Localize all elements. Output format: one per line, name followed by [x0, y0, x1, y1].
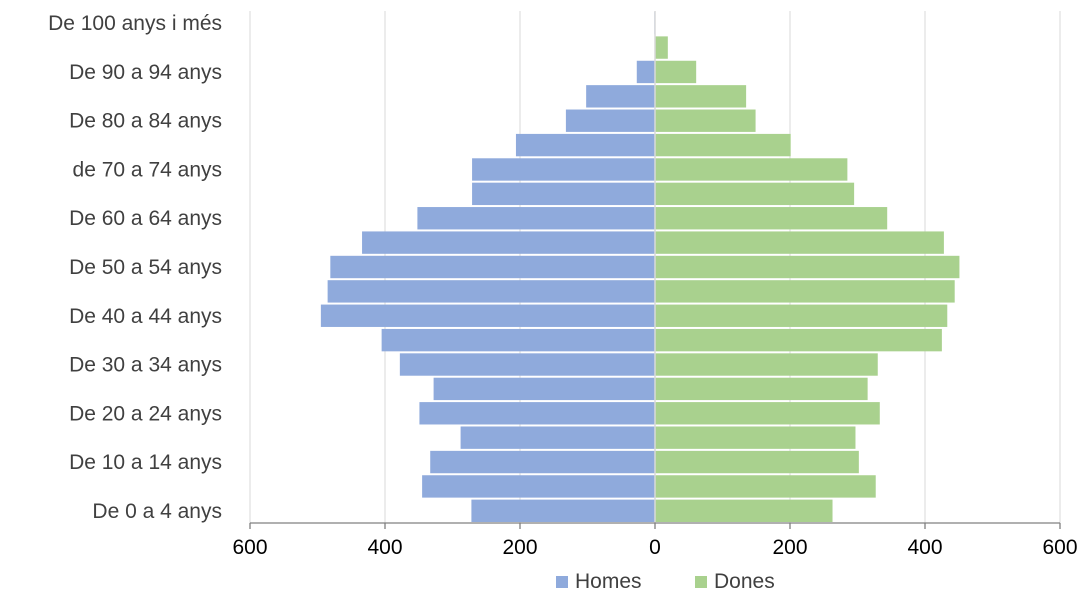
x-tick-label: 0 [649, 536, 661, 559]
bar-dones [655, 499, 833, 522]
bar-homes [472, 182, 655, 206]
bar-homes [417, 207, 655, 230]
bar-homes [515, 133, 655, 157]
x-tick-label: 200 [772, 536, 807, 559]
bar-dones [655, 207, 888, 230]
bar-homes [419, 402, 655, 425]
bar-homes [327, 280, 655, 303]
bars [320, 12, 960, 522]
bar-dones [655, 109, 756, 132]
y-tick-label: De 40 a 44 anys [69, 305, 222, 328]
bar-dones [655, 60, 697, 84]
legend-swatch-dones [695, 576, 707, 588]
y-tick-label: De 60 a 64 anys [69, 207, 222, 230]
bar-dones [655, 377, 868, 401]
bar-dones [655, 328, 942, 352]
bar-homes [586, 85, 655, 108]
bar-dones [655, 426, 856, 449]
bar-dones [655, 402, 880, 425]
bar-dones [655, 133, 791, 157]
y-tick-label: de 70 a 74 anys [73, 158, 222, 181]
bar-dones [655, 280, 955, 303]
x-tick-label: 600 [1042, 536, 1077, 559]
x-tick-label: 400 [907, 536, 942, 559]
bar-homes [320, 304, 655, 327]
y-tick-label: De 0 a 4 anys [92, 500, 222, 523]
bar-homes [362, 231, 655, 254]
bar-homes [330, 255, 655, 279]
x-tick-label: 600 [232, 536, 267, 559]
legend: Homes Dones [556, 570, 775, 593]
axes [249, 11, 1061, 529]
bar-homes [430, 450, 655, 474]
bar-homes [381, 328, 655, 352]
bar-dones [655, 475, 876, 498]
y-tick-label: De 20 a 24 anys [69, 402, 222, 425]
y-tick-label: De 100 anys i més [48, 12, 222, 35]
x-tick-label: 400 [367, 536, 402, 559]
bar-dones [655, 255, 960, 279]
bar-homes [471, 499, 655, 522]
bar-dones [655, 231, 944, 254]
y-tick-label: De 50 a 54 anys [69, 256, 222, 279]
y-tick-label: De 90 a 94 anys [69, 61, 222, 84]
legend-label-dones: Dones [714, 570, 775, 593]
bar-homes [636, 60, 655, 84]
bar-homes [422, 475, 655, 498]
bar-dones [655, 158, 848, 181]
bar-dones [655, 182, 855, 206]
y-tick-label: De 10 a 14 anys [69, 451, 222, 474]
bar-homes [399, 353, 655, 376]
bar-dones [655, 36, 668, 59]
bar-dones [655, 450, 859, 474]
bar-dones [655, 304, 948, 327]
bar-dones [655, 353, 878, 376]
x-tick-label: 200 [502, 536, 537, 559]
legend-label-homes: Homes [575, 570, 642, 593]
tick-labels: 600 400 200 0 200 400 600 De 0 a 4 anys De 10 a … [48, 12, 1077, 559]
legend-swatch-homes [556, 576, 568, 588]
bar-homes [472, 158, 655, 181]
bar-dones [655, 85, 747, 108]
bar-homes [565, 109, 655, 132]
bar-homes [433, 377, 655, 401]
y-tick-label: De 80 a 84 anys [69, 110, 222, 133]
y-tick-label: De 30 a 34 anys [69, 354, 222, 377]
bar-homes [460, 426, 655, 449]
